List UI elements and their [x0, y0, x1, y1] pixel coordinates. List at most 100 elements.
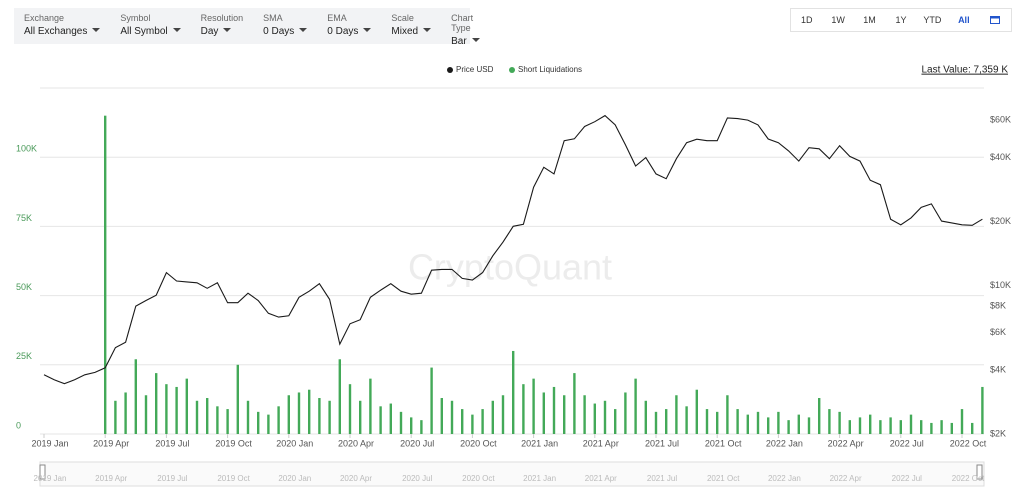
bar — [552, 386, 556, 434]
bar — [532, 378, 535, 434]
bar — [848, 420, 851, 434]
x-tick-label: 2020 Jan — [276, 438, 313, 448]
y-tick-label: 25K — [16, 351, 32, 361]
range-button[interactable]: YTD — [923, 15, 942, 25]
bar — [889, 417, 892, 434]
y-tick-label: 0 — [16, 420, 21, 430]
bar — [134, 359, 137, 434]
range-button[interactable]: 1M — [863, 15, 876, 25]
bar — [797, 414, 800, 434]
navigator-label: 2022 Jan — [768, 474, 801, 483]
navigator — [39, 461, 985, 487]
bar — [338, 359, 341, 434]
bar — [420, 420, 423, 434]
bar — [593, 403, 596, 434]
bar — [624, 392, 627, 434]
bar — [501, 395, 505, 434]
bar — [246, 400, 250, 434]
y2-tick-label: $2K — [990, 428, 1006, 438]
dropdown[interactable]: Scale Mixed — [381, 8, 441, 44]
bar — [318, 398, 321, 434]
dropdown-label: Resolution — [200, 13, 244, 23]
dropdown[interactable]: Symbol All Symbol — [110, 8, 190, 44]
bar — [736, 409, 739, 434]
dropdown[interactable]: Exchange All Exchanges — [14, 8, 110, 44]
y-tick-label: 100K — [16, 144, 37, 154]
x-tick-label: 2022 Apr — [828, 438, 864, 448]
bar — [297, 392, 301, 434]
bar — [389, 403, 392, 434]
bar — [226, 409, 229, 434]
bar — [155, 373, 158, 434]
x-tick-label: 2021 Oct — [705, 438, 742, 448]
bar — [654, 411, 658, 434]
bar — [869, 414, 872, 434]
bar — [277, 406, 280, 434]
dropdown[interactable]: SMA 0 Days — [253, 8, 317, 44]
navigator-handle[interactable] — [976, 464, 983, 480]
bar — [124, 392, 127, 434]
x-tick-label: 2022 Oct — [950, 438, 987, 448]
bar — [257, 411, 260, 434]
bar — [491, 400, 494, 434]
last-value: Last Value: 7,359 K — [921, 65, 1008, 76]
y2-tick-label: $6K — [990, 327, 1006, 337]
bar — [144, 395, 148, 434]
range-button[interactable]: 1Y — [895, 15, 907, 25]
dropdown-label: Exchange — [24, 13, 65, 23]
dropdown[interactable]: Chart Type Bar — [441, 8, 490, 47]
x-tick-label: 2021 Apr — [583, 438, 619, 448]
navigator-handle[interactable] — [39, 464, 46, 480]
range-buttons: 1D 1W 1M 1Y YTD All — [790, 8, 1012, 32]
bar — [206, 398, 209, 434]
y-tick-label: 75K — [16, 213, 32, 223]
dropdown-value: All Symbol — [120, 26, 180, 37]
bar — [716, 411, 719, 434]
bar — [308, 389, 311, 434]
bar — [838, 411, 841, 434]
bar — [746, 414, 749, 434]
dropdown[interactable]: EMA 0 Days — [317, 8, 381, 44]
dropdown-label: Scale — [391, 13, 414, 23]
x-tick-label: 2022 Jan — [766, 438, 803, 448]
bar — [287, 395, 290, 434]
bar — [777, 411, 780, 434]
bar — [430, 367, 433, 434]
navigator-label: 2020 Jul — [402, 474, 432, 483]
range-button[interactable]: 1D — [800, 15, 813, 25]
bar — [440, 398, 443, 434]
x-tick-label: 2022 Jul — [890, 438, 924, 448]
bar — [573, 373, 576, 434]
bar — [807, 417, 811, 434]
bar — [960, 409, 964, 434]
legend-label: Price USD — [456, 65, 494, 74]
navigator-label: 2021 Jul — [647, 474, 677, 483]
dropdown-value: Day — [201, 26, 244, 37]
calendar-button[interactable] — [980, 15, 1011, 26]
dropdown-value: Mixed — [391, 26, 431, 37]
bar — [930, 422, 933, 434]
bar — [634, 378, 637, 434]
range-button[interactable]: All — [958, 15, 970, 25]
y2-tick-label: $8K — [990, 300, 1006, 310]
bar — [583, 395, 586, 434]
bar — [369, 378, 372, 434]
y2-tick-label: $40K — [990, 152, 1011, 162]
legend-label: Short Liquidations — [518, 65, 582, 74]
dropdown-label: EMA — [327, 13, 347, 23]
navigator-label: 2019 Jul — [157, 474, 187, 483]
bar — [563, 395, 566, 434]
y2-tick-label: $10K — [990, 280, 1011, 290]
y2-tick-label: $20K — [990, 216, 1011, 226]
navigator-label: 2019 Apr — [95, 474, 127, 483]
dropdown[interactable]: Resolution Day — [191, 8, 254, 44]
bar — [267, 414, 270, 434]
bar — [695, 389, 698, 434]
range-button[interactable]: 1W — [831, 15, 845, 25]
bar — [685, 406, 688, 434]
bar — [828, 409, 831, 434]
bar — [379, 406, 382, 434]
bar — [675, 395, 678, 434]
x-tick-label: 2020 Apr — [338, 438, 374, 448]
